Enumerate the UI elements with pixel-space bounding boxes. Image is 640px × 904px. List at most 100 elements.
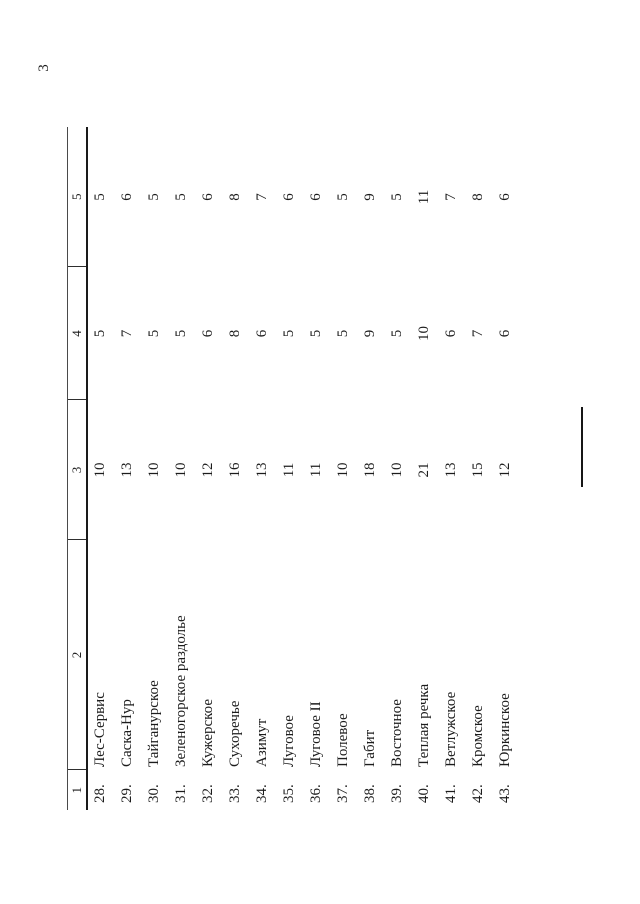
column-4-value: 9 — [361, 329, 378, 338]
row-name-cell: Восточное — [388, 699, 405, 767]
table-row: 28. Лес-Сервис 10 5 5 — [87, 127, 114, 810]
table-row: 32. Кужерское 12 6 6 — [195, 127, 222, 810]
column-3-value: 10 — [388, 462, 405, 478]
column-number-5: 5 — [67, 127, 87, 267]
table-row: 33. Сухоречье 16 8 8 — [222, 127, 249, 810]
row-name-cell: Лес-Сервис — [92, 692, 108, 767]
row-number-cell: 35. — [280, 784, 297, 803]
row-number-cell: 42. — [469, 784, 486, 803]
column-3-value: 15 — [469, 462, 486, 478]
row-name-cell: Тайганурское — [145, 680, 162, 767]
column-5-value: 6 — [496, 193, 513, 201]
column-3-value: 12 — [199, 462, 216, 478]
table-row: 37. Полевое 10 5 5 — [330, 127, 357, 810]
column-4-value: 6 — [253, 329, 270, 338]
column-4-value: 5 — [145, 329, 162, 338]
column-5-value: 5 — [145, 193, 162, 201]
column-number-row: 1 2 3 4 5 — [67, 127, 87, 810]
table-row: 39. Восточное 10 5 5 — [384, 127, 411, 810]
row-number-cell: 37. — [334, 784, 351, 803]
column-4-value: 5 — [280, 329, 297, 338]
row-number-cell: 41. — [442, 784, 459, 803]
column-5-value: 6 — [118, 193, 135, 201]
column-5-value: 9 — [361, 193, 378, 201]
table-body: 28. Лес-Сервис 10 5 5 29. Саска-Нур 13 7… — [87, 127, 519, 810]
row-number-cell: 39. — [388, 784, 405, 803]
column-5-value: 11 — [415, 189, 432, 205]
table-row: 41. Ветлужское 13 6 7 — [438, 127, 465, 810]
column-5-value: 6 — [280, 193, 297, 201]
column-number-3: 3 — [67, 400, 87, 540]
row-number-cell: 34. — [253, 784, 270, 803]
row-number-cell: 29. — [118, 784, 135, 803]
table-row: 30. Тайганурское 10 5 5 — [141, 127, 168, 810]
table-row: 40. Теплая речка 21 10 11 — [411, 127, 438, 810]
column-number-2: 2 — [67, 540, 87, 770]
row-name-cell: Азимут — [253, 718, 270, 767]
column-3-value: 13 — [442, 462, 459, 478]
table-row: 29. Саска-Нур 13 7 6 — [114, 127, 141, 810]
column-4-value: 6 — [199, 329, 216, 338]
row-name-cell: Ветлужское — [442, 691, 459, 767]
column-4-value: 8 — [226, 329, 243, 338]
column-4-value: 5 — [334, 329, 351, 338]
column-3-value: 13 — [118, 462, 135, 478]
row-name-cell: Кужерское — [199, 698, 216, 767]
row-name-cell: Габит — [361, 729, 378, 767]
column-4-value: 10 — [415, 326, 432, 341]
column-3-value: 11 — [280, 462, 297, 478]
row-number-cell: 36. — [307, 784, 324, 803]
column-5-value: 5 — [334, 193, 351, 201]
column-3-value: 12 — [496, 462, 513, 478]
row-number-cell: 32. — [199, 784, 216, 803]
column-4-value: 7 — [469, 329, 486, 338]
column-3-value: 10 — [145, 462, 162, 478]
row-name-cell: Кромское — [469, 705, 486, 767]
column-3-value: 21 — [415, 462, 432, 478]
column-5-value: 8 — [226, 193, 243, 201]
row-name-cell: Зеленогорское раздолье — [172, 615, 189, 767]
row-name-cell: Полевое — [334, 713, 351, 767]
column-5-value: 7 — [253, 193, 270, 201]
row-number-cell: 28. — [92, 784, 108, 803]
row-number-cell: 40. — [415, 784, 432, 803]
row-name-cell: Юркинское — [496, 693, 513, 767]
column-3-value: 16 — [226, 462, 243, 478]
table-row: 43. Юркинское 12 6 6 — [492, 127, 519, 810]
row-name-cell: Луговое II — [307, 701, 324, 767]
row-number-cell: 43. — [496, 784, 513, 803]
column-5-value: 5 — [172, 193, 189, 201]
row-number-cell: 30. — [145, 784, 162, 803]
column-3-value: 10 — [334, 462, 351, 478]
column-number-1: 1 — [67, 770, 87, 810]
table-row: 38. Габит 18 9 9 — [357, 127, 384, 810]
row-name-cell: Луговое — [280, 715, 297, 767]
row-name-cell: Теплая речка — [415, 683, 432, 767]
column-4-value: 5 — [307, 329, 324, 338]
column-4-value: 5 — [388, 329, 405, 338]
column-3-value: 10 — [172, 462, 189, 478]
column-4-value: 7 — [118, 329, 135, 338]
column-5-value: 6 — [307, 193, 324, 201]
table-row: 42. Кромское 15 7 8 — [465, 127, 492, 810]
column-3-value: 11 — [307, 462, 324, 478]
column-3-value: 10 — [92, 462, 108, 478]
row-number-cell: 31. — [172, 784, 189, 803]
table-row: 36. Луговое II 11 5 6 — [303, 127, 330, 810]
table-bottom-line-fragment — [581, 407, 583, 487]
column-5-value: 5 — [388, 193, 405, 201]
column-3-value: 18 — [361, 462, 378, 478]
row-name-cell: Сухоречье — [226, 700, 243, 767]
table-row: 31. Зеленогорское раздолье 10 5 5 — [168, 127, 195, 810]
column-4-value: 6 — [496, 329, 513, 338]
column-5-value: 5 — [92, 193, 108, 201]
column-4-value: 6 — [442, 329, 459, 338]
page-number: 3 — [36, 64, 52, 72]
column-5-value: 8 — [469, 193, 486, 201]
data-table: 1 2 3 4 5 28. Лес-Сервис 10 5 5 29. Саск… — [67, 127, 519, 810]
column-5-value: 7 — [442, 193, 459, 201]
row-name-cell: Саска-Нур — [118, 699, 135, 767]
column-5-value: 6 — [199, 193, 216, 201]
table-row: 34. Азимут 13 6 7 — [249, 127, 276, 810]
